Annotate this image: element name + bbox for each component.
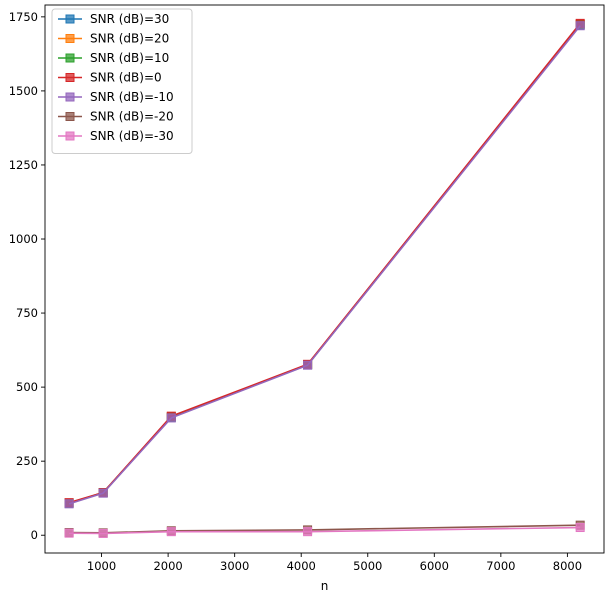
legend-item: SNR (dB)=-30: [58, 129, 174, 143]
legend-marker: [65, 14, 75, 24]
legend-label: SNR (dB)=10: [90, 51, 169, 65]
x-tick-label: 2000: [153, 559, 182, 573]
data-point: [303, 360, 313, 370]
x-tick-label: 1000: [87, 559, 116, 573]
x-tick-label: 5000: [353, 559, 382, 573]
data-point: [64, 528, 74, 538]
legend: SNR (dB)=30 SNR (dB)=20 SNR (dB)=10 SNR (dB…: [51, 8, 193, 154]
legend-item: SNR (dB)=20: [58, 32, 169, 46]
legend-item: SNR (dB)=-20: [58, 110, 174, 124]
y-tick-label: 250: [16, 454, 38, 468]
legend-label: SNR (dB)=-20: [90, 110, 174, 124]
axes: 1000 2000 3000 4000 5000 6000 7000 8000 0 250 500 7…: [9, 4, 605, 593]
legend-marker: [65, 73, 75, 82]
series-4: [64, 21, 585, 509]
legend-label: SNR (dB)=20: [90, 32, 169, 46]
legend-item: SNR (dB)=10: [58, 51, 169, 65]
legend-marker: [65, 112, 75, 121]
legend-marker: [65, 131, 75, 141]
legend-label: SNR (dB)=-10: [90, 90, 174, 104]
legend-label: SNR (dB)=0: [90, 71, 162, 85]
legend-item: SNR (dB)=-10: [58, 90, 174, 104]
series-line: [69, 526, 581, 535]
series-6: [64, 523, 585, 538]
data-point: [166, 527, 176, 537]
data-point: [166, 413, 176, 423]
legend-item: SNR (dB)=0: [58, 71, 162, 85]
data-point: [303, 527, 313, 537]
x-tick-label: 7000: [486, 559, 515, 573]
legend-marker: [65, 34, 75, 43]
data-point: [98, 488, 108, 498]
series-lines: [64, 18, 585, 538]
data-point: [64, 499, 74, 509]
data-point: [575, 21, 585, 31]
x-tick-label: 3000: [220, 559, 249, 573]
legend-marker: [65, 92, 75, 102]
legend-box: [51, 8, 193, 154]
y-tick-label: 1250: [9, 158, 38, 172]
x-tick-label: 4000: [287, 559, 316, 573]
y-tick-label: 1500: [9, 84, 38, 98]
y-tick-label: 750: [16, 306, 38, 320]
y-tick-label: 500: [16, 380, 38, 394]
legend-marker: [65, 53, 75, 63]
legend-item: SNR (dB)=30: [58, 12, 169, 26]
legend-label: SNR (dB)=30: [90, 12, 169, 26]
x-axis-label: n: [321, 579, 329, 593]
data-point: [575, 523, 585, 533]
y-tick-label: 0: [31, 528, 38, 542]
plot-frame: [44, 4, 605, 554]
y-tick-label: 1000: [9, 232, 38, 246]
x-tick-label: 6000: [420, 559, 449, 573]
data-point: [98, 528, 108, 538]
y-tick-label: 1750: [9, 10, 38, 24]
x-tick-label: 8000: [553, 559, 582, 573]
legend-label: SNR (dB)=-30: [90, 129, 174, 143]
